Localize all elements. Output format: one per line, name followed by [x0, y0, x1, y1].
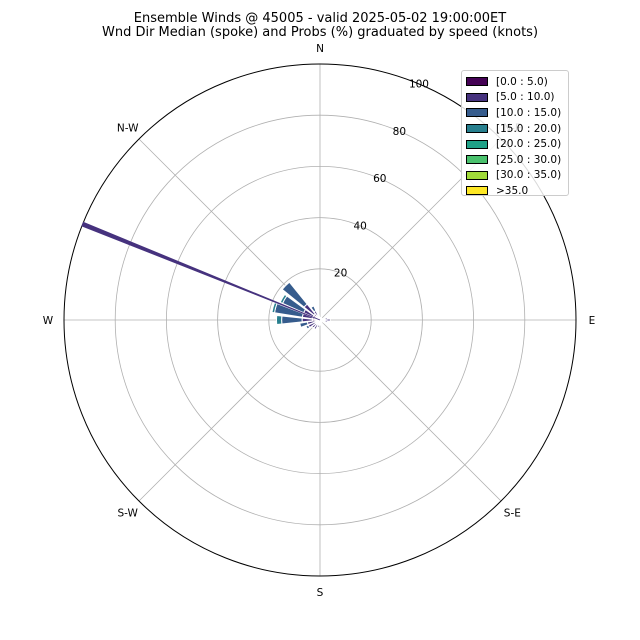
legend-label: >35.0	[496, 184, 529, 197]
legend-swatch	[466, 186, 488, 196]
chart-title: Ensemble Winds @ 45005 - valid 2025-05-0…	[133, 11, 507, 26]
direction-label: E	[589, 315, 596, 327]
legend-label: [30.0 : 35.0)	[496, 169, 562, 182]
bar-segment	[324, 320, 329, 324]
bar-segment	[299, 321, 309, 328]
legend-label: [10.0 : 15.0)	[496, 106, 562, 119]
legend-entry: [20.0 : 25.0)	[466, 136, 564, 152]
legend-swatch	[466, 77, 488, 87]
bar-segment	[316, 324, 320, 329]
legend-label: [20.0 : 25.0)	[496, 138, 562, 151]
grid-ring	[268, 268, 372, 372]
polar-frame	[63, 63, 577, 577]
direction-label: S	[317, 587, 324, 599]
legend-entry: [25.0 : 30.0)	[466, 152, 564, 168]
chart-subtitle: Wnd Dir Median (spoke) and Probs (%) gra…	[101, 25, 539, 40]
speed-bars	[271, 281, 331, 331]
radial-tick-label: 100	[409, 78, 429, 90]
legend-entry: [5.0 : 10.0)	[466, 90, 564, 106]
bar-segment	[281, 281, 308, 308]
legend-label: [25.0 : 30.0)	[496, 153, 562, 166]
direction-label: N	[316, 43, 324, 55]
grid-ring	[114, 114, 526, 526]
bar-segment	[275, 314, 283, 326]
legend-label: [5.0 : 10.0)	[496, 91, 555, 104]
grid-spoke	[319, 319, 502, 502]
bar-segment	[313, 323, 319, 331]
radial-tick-label: 20	[334, 268, 347, 280]
bar-segment	[279, 293, 288, 305]
legend-swatch	[466, 108, 488, 118]
radial-tick-label: 80	[393, 126, 406, 138]
legend-swatch	[466, 139, 488, 149]
legend-entry: >35.0	[466, 183, 564, 199]
bar-segment	[271, 301, 278, 314]
direction-label: W	[43, 315, 54, 327]
legend-entry: [10.0 : 15.0)	[466, 105, 564, 121]
legend-swatch	[466, 124, 488, 134]
legend-label: [0.0 : 5.0)	[496, 75, 548, 88]
legend-swatch	[466, 155, 488, 165]
bar-segment	[305, 324, 311, 330]
bar-segment	[324, 316, 329, 320]
grid-ring	[217, 217, 423, 423]
bar-segment	[311, 322, 318, 329]
median-spoke	[81, 221, 321, 321]
bar-segment	[310, 305, 317, 313]
median-direction-spoke	[81, 221, 321, 321]
radial-tick-label: 60	[373, 173, 386, 185]
direction-label: S-W	[117, 507, 138, 519]
direction-label: N-W	[117, 123, 139, 135]
legend-label: [15.0 : 20.0)	[496, 122, 562, 135]
grid-spoke	[138, 319, 321, 502]
legend-entry: [15.0 : 20.0)	[466, 121, 564, 137]
legend-entry: [0.0 : 5.0)	[466, 74, 564, 90]
legend-swatch	[466, 170, 488, 180]
grid-ring	[165, 165, 475, 475]
legend-entry: [30.0 : 35.0)	[466, 168, 564, 184]
legend-swatch	[466, 92, 488, 102]
legend: [0.0 : 5.0) [5.0 : 10.0) [10.0 : 15.0) [15.…	[461, 70, 569, 199]
direction-label: S-E	[504, 507, 521, 519]
radial-tick-label: 40	[353, 220, 366, 232]
